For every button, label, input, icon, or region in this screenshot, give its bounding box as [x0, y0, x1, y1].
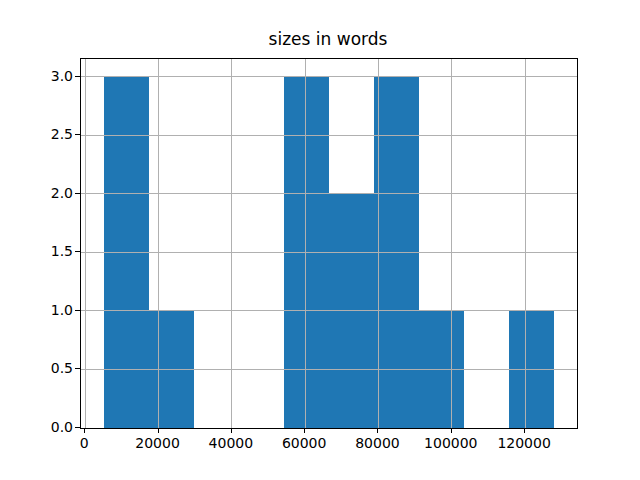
y-tick-mark: [75, 193, 80, 194]
grid-line-horizontal: [81, 193, 577, 194]
y-tick-label: 2.5: [51, 127, 73, 142]
x-tick-mark: [231, 428, 232, 433]
plot-area: [80, 58, 578, 429]
chart-figure: sizes in words 0 20000 40000 60000 80000 1000…: [0, 0, 640, 480]
y-tick-label: 1.5: [51, 244, 73, 259]
y-tick-mark: [75, 368, 80, 369]
x-tick-mark: [304, 428, 305, 433]
grid-line-vertical: [378, 59, 379, 428]
grid-line-vertical: [451, 59, 452, 428]
grid-line-horizontal: [81, 252, 577, 253]
x-tick-mark: [451, 428, 452, 433]
x-tick-label: 120000: [497, 436, 550, 451]
x-tick-mark: [158, 428, 159, 433]
x-tick-mark: [524, 428, 525, 433]
grid-line-vertical: [231, 59, 232, 428]
grid-line-vertical: [158, 59, 159, 428]
grid-line-horizontal: [81, 369, 577, 370]
x-tick-label: 100000: [424, 436, 477, 451]
y-tick-mark: [75, 310, 80, 311]
grid-line-vertical: [85, 59, 86, 428]
chart-title: sizes in words: [80, 31, 576, 48]
x-tick-label: 0: [80, 436, 89, 451]
x-tick-label: 40000: [209, 436, 254, 451]
x-tick-label: 80000: [355, 436, 400, 451]
x-tick-mark: [377, 428, 378, 433]
grid-line-horizontal: [81, 135, 577, 136]
y-tick-mark: [75, 427, 80, 428]
y-tick-label: 0.5: [51, 361, 73, 376]
x-tick-label: 20000: [135, 436, 180, 451]
grid-line-vertical: [305, 59, 306, 428]
y-tick-label: 2.0: [51, 185, 73, 200]
x-tick-mark: [84, 428, 85, 433]
x-tick-label: 60000: [282, 436, 327, 451]
y-tick-mark: [75, 251, 80, 252]
grid-line-horizontal: [81, 310, 577, 311]
grid-line-vertical: [525, 59, 526, 428]
y-tick-label: 0.0: [51, 420, 73, 435]
y-tick-mark: [75, 76, 80, 77]
grid-line-horizontal: [81, 76, 577, 77]
y-tick-mark: [75, 134, 80, 135]
y-tick-label: 3.0: [51, 68, 73, 83]
y-tick-label: 1.0: [51, 302, 73, 317]
